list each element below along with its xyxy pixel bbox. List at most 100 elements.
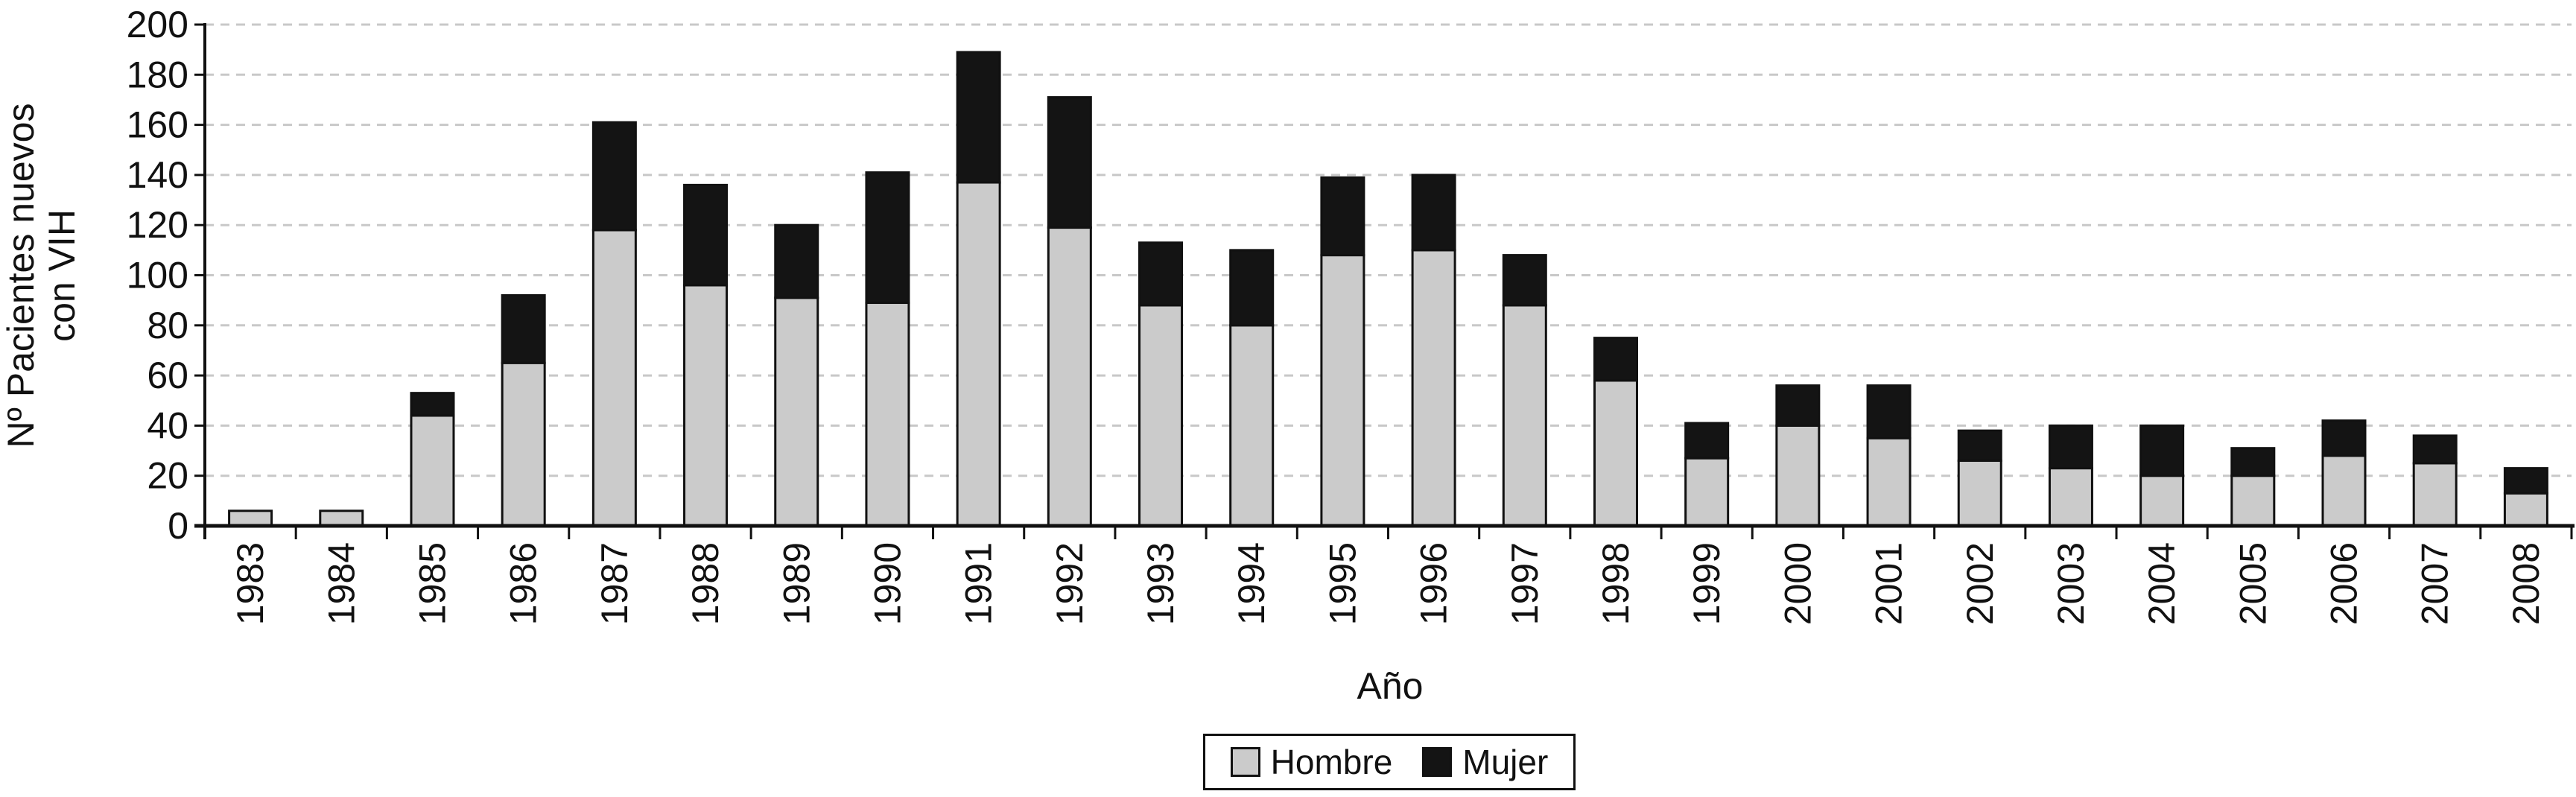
bar-mujer-1994 [1229, 249, 1275, 327]
y-tick-label: 180 [127, 54, 188, 95]
bar-mujer-1991 [956, 51, 1001, 184]
y-tick-label: 200 [127, 4, 188, 45]
y-tick-label: 120 [127, 204, 188, 246]
bar-mujer-2005 [2230, 447, 2276, 477]
y-tick-label: 100 [127, 255, 188, 296]
x-tick-label: 1998 [1595, 542, 1637, 625]
y-tick-label: 20 [147, 455, 188, 497]
bar-hombre-2008 [2503, 492, 2548, 527]
bar-mujer-1997 [1502, 254, 1547, 307]
bar-hombre-1998 [1593, 379, 1638, 527]
bar-mujer-1988 [683, 183, 729, 287]
bar-hombre-1987 [591, 229, 637, 527]
x-tick-label: 2007 [2414, 542, 2456, 625]
bar-hombre-1990 [865, 302, 910, 527]
y-tick-label: 160 [127, 104, 188, 146]
x-tick-label: 1991 [958, 542, 1000, 625]
bar-mujer-1995 [1320, 176, 1365, 257]
bar-mujer-1989 [774, 223, 819, 299]
x-tick-label: 1992 [1049, 542, 1091, 625]
y-tick-label: 0 [168, 505, 188, 547]
bars [228, 51, 2548, 527]
y-axis-label-line1: Nº Pacientes nuevos [0, 104, 42, 448]
bar-hombre-1997 [1502, 304, 1547, 527]
legend-item-mujer: Mujer [1422, 742, 1548, 782]
bar-mujer-2002 [1957, 429, 2002, 463]
x-tick-label: 2004 [2141, 542, 2183, 625]
x-tick-label: 1994 [1231, 542, 1272, 625]
bar-mujer-1999 [1684, 422, 1730, 460]
gridlines [205, 23, 2572, 477]
bar-hombre-2000 [1775, 424, 1821, 527]
bar-hombre-1994 [1229, 324, 1275, 527]
x-tick-label: 1995 [1322, 542, 1363, 625]
legend-label-mujer: Mujer [1462, 743, 1549, 781]
bar-mujer-1986 [501, 293, 546, 364]
x-tick-label: 2002 [1959, 542, 2001, 625]
bar-hombre-1991 [956, 181, 1001, 527]
bar-hombre-2003 [2048, 467, 2093, 527]
x-tick-label: 2000 [1777, 542, 1818, 625]
x-tick-label: 1983 [229, 542, 271, 625]
x-tick-label: 1996 [1413, 542, 1455, 625]
x-tick-label: 1985 [411, 542, 453, 625]
y-tick-label: 60 [147, 355, 188, 396]
bar-mujer-2006 [2321, 419, 2367, 457]
x-tick-label: 1999 [1686, 542, 1728, 625]
y-tick-label: 80 [147, 305, 188, 346]
x-axis-label: Año [1357, 665, 1424, 707]
bar-mujer-2000 [1775, 384, 1821, 427]
bar-hombre-1985 [410, 414, 455, 527]
bar-mujer-1992 [1047, 96, 1092, 229]
bar-hombre-2002 [1957, 460, 2002, 527]
bar-hombre-2005 [2230, 474, 2276, 527]
legend: Hombre Mujer [1203, 734, 1576, 790]
y-tick-label: 40 [147, 404, 188, 446]
x-tick-label: 1990 [866, 542, 908, 625]
x-tick-label: 1988 [685, 542, 726, 625]
x-tick-labels: 1983 1984 1985 1986 1987 1988 1989 1990 1991 1992… [229, 542, 2547, 625]
bar-mujer-1985 [410, 392, 455, 417]
bar-hombre-1989 [774, 296, 819, 527]
bar-hombre-2001 [1866, 436, 1912, 527]
y-tick-labels: 0 20 40 60 80 100 120 140 160 180 200 [127, 4, 188, 547]
x-tick-label: 1984 [320, 542, 362, 625]
bar-mujer-1998 [1593, 337, 1638, 382]
bar-hombre-1992 [1047, 226, 1092, 527]
bar-hombre-1993 [1138, 304, 1184, 527]
x-tick-label: 1986 [503, 542, 545, 625]
axes [194, 23, 2575, 539]
bar-hombre-1983 [228, 509, 273, 527]
bar-mujer-1993 [1138, 241, 1184, 307]
y-tick-label: 140 [127, 154, 188, 196]
bar-mujer-2007 [2412, 434, 2458, 465]
bar-mujer-1987 [591, 121, 637, 232]
x-tick-label: 2008 [2505, 542, 2547, 625]
legend-label-hombre: Hombre [1270, 743, 1393, 781]
legend-swatch-hombre [1230, 747, 1260, 777]
x-tick-label: 2001 [1868, 542, 1910, 625]
bar-hombre-2004 [2139, 474, 2185, 527]
bar-hombre-2006 [2321, 454, 2367, 527]
bar-hombre-1986 [501, 361, 546, 527]
y-axis-label-line2: con VIH [41, 209, 83, 342]
bar-mujer-2003 [2048, 424, 2093, 470]
bar-hombre-1995 [1320, 254, 1365, 527]
x-tick-label: 1987 [594, 542, 635, 625]
bar-mujer-2004 [2139, 424, 2185, 477]
bar-mujer-2001 [1866, 384, 1912, 439]
bar-hombre-1984 [319, 509, 364, 527]
bar-mujer-1990 [865, 171, 910, 305]
x-tick-label: 2003 [2050, 542, 2092, 625]
bar-hombre-1996 [1411, 249, 1456, 527]
x-tick-label: 2006 [2323, 542, 2365, 625]
legend-swatch-mujer [1422, 747, 1453, 777]
bar-hombre-2007 [2412, 462, 2458, 527]
x-tick-label: 1997 [1504, 542, 1546, 625]
x-tick-label: 1989 [775, 542, 817, 625]
x-tick-label: 2005 [2232, 542, 2274, 625]
bar-mujer-2008 [2503, 467, 2548, 495]
bar-hombre-1999 [1684, 457, 1730, 527]
x-tick-label: 1993 [1140, 542, 1181, 625]
